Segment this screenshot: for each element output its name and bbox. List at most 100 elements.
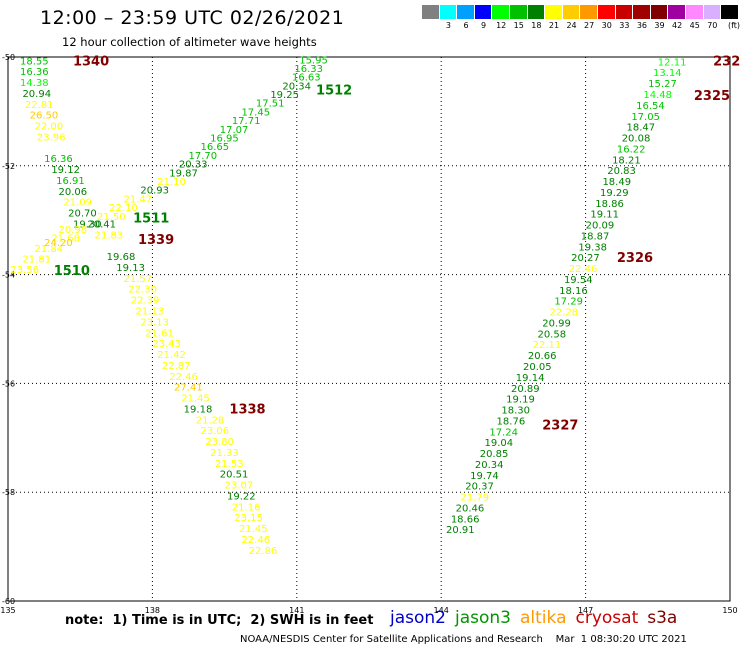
wave-height-point: 22.46	[569, 264, 598, 275]
wave-height-point: 21.33	[210, 448, 239, 459]
wave-height-point: 18.87	[581, 231, 610, 242]
wave-height-point: 21.81	[22, 254, 51, 265]
wave-height-point: 20.06	[59, 187, 88, 198]
satellite-legend: jason2 jason3 altika cryosat s3a	[390, 608, 686, 628]
wave-height-point: 19.18	[184, 404, 213, 415]
color-scale-cell: 30	[597, 5, 616, 32]
wave-height-point: 16.36	[44, 154, 73, 165]
chart-axes: 135 138 141 144 147 150 -50 -52 -54 -56 -58 -60	[0, 53, 737, 615]
color-scale-cell: 70	[703, 5, 722, 32]
wave-height-point: 20.09	[586, 221, 615, 232]
color-scale-cell: 45	[685, 5, 704, 32]
wave-height-point: 20.66	[528, 351, 557, 362]
wave-height-point: 17.05	[631, 112, 660, 123]
color-scale-label: 18	[531, 21, 542, 30]
wave-height-point: 22.10	[109, 203, 138, 214]
wave-height-point: 19.19	[506, 395, 535, 406]
pass-label: 2325	[694, 89, 730, 104]
wave-height-point: 17.71	[232, 116, 261, 127]
color-scale-label: 12	[496, 21, 507, 30]
wave-height-point: 22.46	[169, 372, 198, 383]
wave-height-point: 19.29	[600, 188, 629, 199]
wave-height-point: 22.28	[550, 308, 579, 319]
wave-height-point: 20.58	[537, 329, 566, 340]
x-tick-label: 144	[434, 606, 449, 615]
color-swatch	[615, 5, 634, 19]
wave-height-point: 19.04	[485, 438, 514, 449]
wave-height-point: 23.07	[225, 481, 254, 492]
color-swatch	[439, 5, 458, 19]
page-title: 12:00 – 23:59 UTC 02/26/2021	[40, 7, 345, 29]
wave-height-point: 16.95	[210, 134, 239, 145]
wave-height-point: 22.00	[34, 122, 63, 133]
satellite-legend-cryosat: cryosat	[575, 608, 639, 628]
wave-height-point: 19.38	[578, 242, 607, 253]
color-scale-cell: 3	[439, 5, 458, 32]
color-swatch	[562, 5, 581, 19]
color-scale-label: 6	[463, 21, 469, 30]
wave-height-point: 17.70	[189, 151, 218, 162]
wave-height-point: 27.41	[174, 383, 203, 394]
pass-label: 1510	[54, 264, 90, 279]
wave-height-point: 17.51	[256, 99, 285, 110]
wave-height-point: 18.86	[595, 199, 624, 210]
x-tick-label: 147	[578, 606, 593, 615]
wave-height-point: 24.20	[44, 238, 73, 249]
color-scale-label: 27	[584, 21, 595, 30]
wave-height-point: 20.46	[456, 503, 485, 514]
y-tick-label: -50	[2, 53, 15, 62]
wave-height-point: 20.37	[465, 482, 494, 493]
pass-label: 2324	[713, 54, 740, 69]
wave-height-point: 21.68	[51, 234, 80, 245]
wave-height-point: 13.14	[653, 68, 682, 79]
color-scale-cell: 21	[545, 5, 563, 32]
wave-height-point: 23.13	[140, 317, 169, 328]
color-scale-cell: 24	[562, 5, 581, 32]
wave-height-point: 18.49	[602, 177, 631, 188]
color-scale-cell: 42	[668, 5, 686, 32]
wave-height-point: 17.07	[220, 125, 249, 136]
color-scale-cell: 27	[580, 5, 598, 32]
wave-height-point: 18.76	[497, 416, 526, 427]
color-scale-label: 33	[619, 21, 630, 30]
wave-height-point: 16.63	[292, 73, 321, 84]
wave-height-point: 20.33	[179, 160, 208, 171]
y-tick-label: -60	[2, 597, 15, 606]
wave-height-point: 20.99	[542, 318, 571, 329]
pass-label: 2326	[617, 251, 653, 266]
pass-label: 1340	[73, 54, 109, 69]
wave-height-point: 22.46	[241, 535, 270, 546]
wave-height-point: 20.85	[480, 449, 509, 460]
wave-height-point: 19.87	[169, 168, 198, 179]
wave-height-point: 21.42	[157, 350, 186, 361]
color-scale-label: 70	[707, 21, 718, 30]
wave-height-point: 16.36	[20, 67, 49, 78]
wave-height-point: 20.08	[622, 134, 651, 145]
color-scale-cell	[721, 5, 739, 32]
plot-frame	[7, 56, 731, 602]
chart-points: 18.5516.3614.3820.9422.8126.5022.0023.96…	[10, 56, 686, 557]
wave-height-point: 22.86	[249, 546, 278, 557]
color-scale-cell: 15	[509, 5, 528, 32]
color-scale-cell: 18	[527, 5, 546, 32]
wave-height-point: 21.10	[157, 177, 186, 188]
color-swatch	[668, 5, 686, 19]
color-scale-legend: 3 6 9 12 15 18 21 24 27 30 33 36 39 42 45 70	[422, 5, 739, 32]
color-scale-cell	[422, 5, 440, 32]
wave-height-point: 21.28	[196, 415, 225, 426]
wave-height-point: 16.65	[201, 142, 230, 153]
wave-height-point: 19.11	[590, 210, 619, 221]
wave-height-point: 15.95	[299, 56, 328, 67]
color-swatch	[509, 5, 528, 19]
wave-height-point: 18.47	[627, 123, 656, 134]
wave-height-point: 19.54	[564, 275, 593, 286]
wave-height-point: 15.27	[648, 79, 677, 90]
wave-height-point: 18.21	[612, 155, 641, 166]
satellite-legend-jason3: jason3	[455, 608, 511, 628]
wave-height-point: 14.38	[20, 78, 49, 89]
credit-line: NOAA/NESDIS Center for Satellite Applica…	[240, 634, 687, 645]
wave-height-point: 21.13	[136, 307, 165, 318]
y-tick-label: -56	[2, 379, 15, 388]
x-tick-label: 138	[145, 606, 160, 615]
wave-height-point: 21.45	[239, 524, 268, 535]
